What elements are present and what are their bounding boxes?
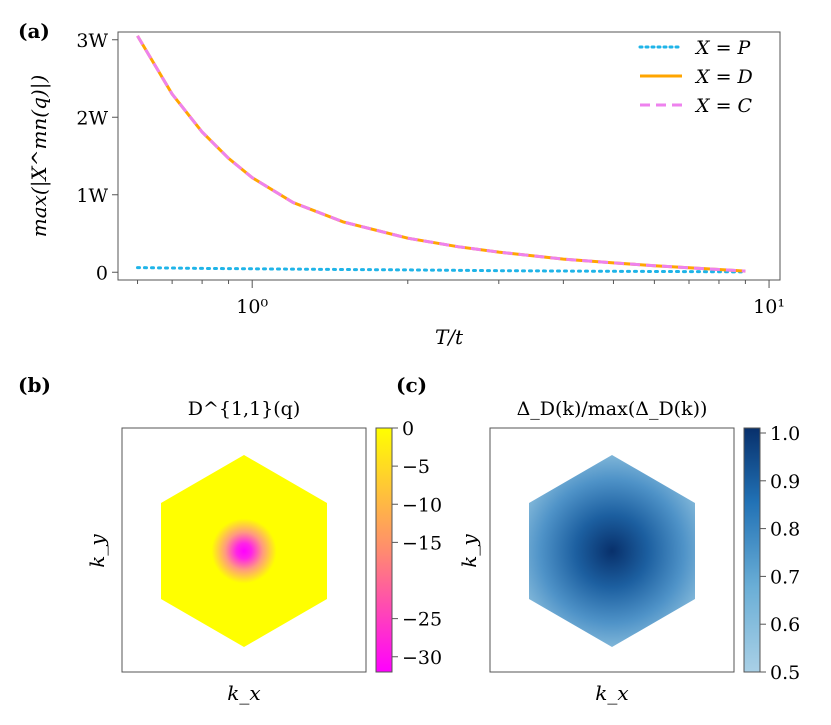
panel-b-colorbar: [375, 427, 393, 673]
panel-b-xlabel: k_x: [227, 681, 260, 705]
cbar-tick-label-4: −25: [402, 609, 442, 631]
panel-b-frame: [121, 427, 367, 673]
panel-c-label: (c): [396, 373, 427, 397]
cbar-tick-label-5: −30: [402, 647, 442, 669]
panel-a-y-ticks: 0 1W 2W 3W: [76, 30, 118, 284]
y-tick-label-3: 3W: [76, 30, 108, 52]
cbar-tick-label-3: 0.7: [770, 566, 800, 588]
panel-a-x-ticks: 10⁰ 10¹: [137, 280, 785, 318]
y-tick-label-0: 0: [96, 262, 108, 284]
y-tick-label-1: 1W: [76, 185, 108, 207]
cbar-tick-label-4: 0.6: [770, 614, 800, 636]
panel-c-ylabel: k_y: [457, 534, 481, 568]
panel-a-series: [136, 35, 747, 274]
y-tick-label-2: 2W: [76, 107, 108, 129]
panel-b-colorbar-ticks: 0 −5 −10 −15 −25 −30: [392, 418, 442, 669]
series-line-0: [136, 266, 747, 274]
panel-c-title: Δ_D(k)/max(Δ_D(k)): [517, 398, 708, 420]
legend-label-d: X = D: [694, 66, 753, 88]
x-tick-label-1: 10¹: [753, 296, 785, 318]
cbar-tick-label-2: −10: [402, 494, 442, 516]
panel-a-frame: [117, 31, 781, 281]
series-line-2: [136, 35, 746, 273]
cbar-tick-label-2: 0.8: [770, 519, 800, 541]
panel-b-title: D^{1,1}(q): [188, 398, 301, 420]
panel-b-ylabel: k_y: [85, 534, 109, 568]
cbar-tick-label-1: −5: [402, 456, 430, 478]
cbar-tick-label-0: 0: [402, 418, 414, 440]
legend-label-p: X = P: [694, 37, 752, 59]
x-tick-label-0: 10⁰: [236, 296, 268, 318]
cbar-tick-label-0: 1.0: [770, 423, 800, 445]
panel-c-colorbar-ticks: 1.0 0.9 0.8 0.7 0.6 0.5: [760, 423, 800, 684]
cbar-tick-label-1: 0.9: [770, 471, 800, 493]
panel-c-xlabel: k_x: [595, 681, 628, 705]
panel-a-label: (a): [18, 19, 50, 43]
legend-label-c: X = C: [694, 95, 753, 117]
panel-c-colorbar: [743, 427, 761, 673]
panel-a-xlabel: T/t: [435, 325, 464, 349]
panel-c-frame: [489, 427, 735, 673]
series-line-1: [136, 35, 746, 273]
panel-b-hexagon: [161, 455, 327, 647]
panel-a-ylabel: max(|X^mn(q)|): [27, 75, 52, 238]
cbar-tick-label-5: 0.5: [770, 662, 800, 684]
panel-c-hexagon: [529, 455, 695, 647]
panel-a-legend: X = P X = D X = C: [638, 37, 753, 117]
panel-b-label: (b): [18, 373, 51, 397]
cbar-tick-label-3: −15: [402, 532, 442, 554]
